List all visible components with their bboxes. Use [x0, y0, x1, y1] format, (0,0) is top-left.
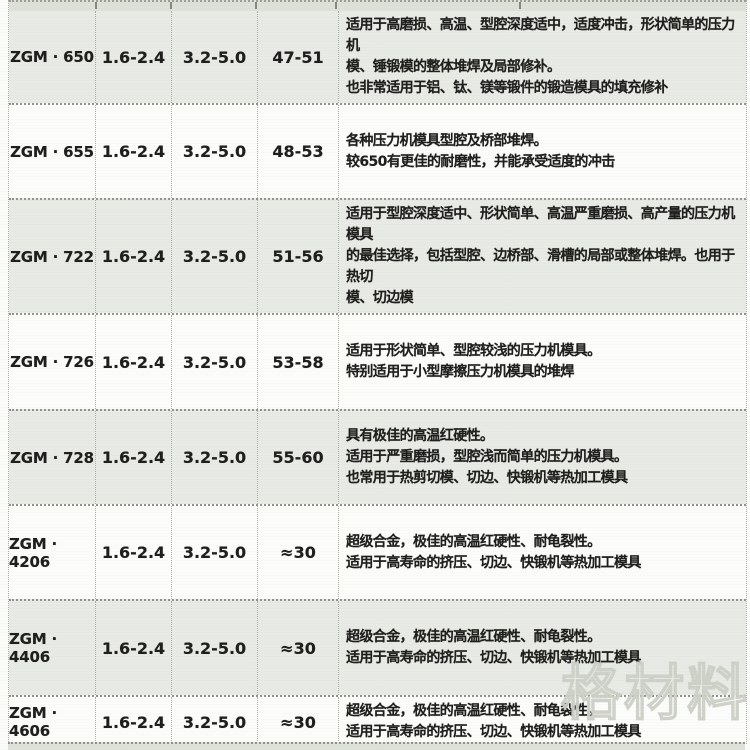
model-cell: ZGM · 4606 [9, 704, 58, 740]
hardness-cell: 47-51 [257, 11, 338, 103]
model-cell: ZGM · 726 [10, 353, 94, 371]
range-b-cell: 3.2-5.0 [171, 697, 257, 747]
description-cell: 超级合金，极佳的高温红硬性、耐龟裂性。 适用于高寿命的挤压、切边、快锻机等热加工… [338, 601, 746, 695]
range-b-cell: 3.2-5.0 [171, 506, 257, 599]
range-a-cell: 1.6-2.4 [95, 105, 171, 198]
bottom-edge-band [8, 742, 745, 750]
table-row: ZGM · 726 1.6-2.4 3.2-5.0 53-58 适用于形状简单、… [9, 313, 746, 409]
range-a-cell: 1.6-2.4 [95, 697, 171, 747]
hardness-cell: 48-53 [257, 105, 338, 198]
range-a-cell: 1.6-2.4 [95, 200, 171, 313]
model-cell: ZGM · 728 [10, 448, 94, 467]
description-cell: 适用于高磨损、高温、型腔深度适中，适度冲击，形状简单的压力机 模、锤锻模的整体堆… [338, 11, 746, 103]
header-remnant-band [9, 0, 746, 11]
table-row: ZGM · 4406 1.6-2.4 3.2-5.0 ≈30 超级合金，极佳的高… [9, 599, 746, 695]
table-row: ZGM · 4606 1.6-2.4 3.2-5.0 ≈30 超级合金，极佳的高… [9, 695, 746, 747]
model-cell: ZGM · 4406 [9, 630, 58, 666]
range-b-cell: 3.2-5.0 [171, 411, 257, 504]
table-row: ZGM · 655 1.6-2.4 3.2-5.0 48-53 各种压力机模具型… [9, 103, 746, 198]
hardness-cell: 55-60 [257, 411, 338, 504]
range-a-cell: 1.6-2.4 [95, 411, 171, 504]
range-b-cell: 3.2-5.0 [171, 105, 257, 198]
description-cell: 适用于型腔深度适中、形状简单、高温严重磨损、高产量的压力机模具 的最佳选择，包括… [338, 200, 746, 313]
model-cell: ZGM · 722 [10, 247, 94, 266]
range-b-cell: 3.2-5.0 [171, 315, 257, 409]
description-cell: 超级合金，极佳的高温红硬性、耐龟裂性。 适用于高寿命的挤压、切边、快锻机等热加工… [338, 697, 746, 747]
column-tick [335, 2, 337, 9]
table-row: ZGM · 728 1.6-2.4 3.2-5.0 55-60 具有极佳的高温红… [9, 409, 746, 504]
description-cell: 超级合金，极佳的高温红硬性、耐龟裂性。 适用于高寿命的挤压、切边、快锻机等热加工… [338, 506, 746, 599]
description-cell: 具有极佳的高温红硬性。 适用于严重磨损，型腔浅而简单的压力机模具。 也常用于热剪… [338, 411, 746, 504]
column-tick [170, 2, 172, 9]
description-cell: 各种压力机模具型腔及桥部堆焊。 较650有更佳的耐磨性，并能承受适度的冲击 [338, 105, 746, 198]
table-row: ZGM · 4206 1.6-2.4 3.2-5.0 ≈30 超级合金，极佳的高… [9, 504, 746, 599]
table-row: ZGM · 722 1.6-2.4 3.2-5.0 51-56 适用于型腔深度适… [9, 198, 746, 313]
description-cell: 适用于形状简单、型腔较浅的压力机模具。 特别适用于小型摩擦压力机模具的堆焊 [338, 315, 746, 409]
hardness-cell: ≈30 [257, 506, 338, 599]
table-row: ZGM · 650 1.6-2.4 3.2-5.0 47-51 适用于高磨损、高… [9, 11, 746, 103]
range-b-cell: 3.2-5.0 [171, 200, 257, 313]
model-cell: ZGM · 655 [10, 142, 94, 161]
hardness-cell: ≈30 [257, 697, 338, 747]
range-a-cell: 1.6-2.4 [95, 315, 171, 409]
range-a-cell: 1.6-2.4 [95, 601, 171, 695]
range-a-cell: 1.6-2.4 [95, 506, 171, 599]
hardness-cell: 53-58 [257, 315, 338, 409]
column-tick [255, 2, 257, 9]
model-cell: ZGM · 4206 [9, 534, 58, 571]
column-tick [519, 2, 521, 9]
column-tick [95, 2, 97, 9]
range-b-cell: 3.2-5.0 [171, 601, 257, 695]
range-a-cell: 1.6-2.4 [95, 11, 171, 103]
hardness-cell: ≈30 [257, 601, 338, 695]
range-b-cell: 3.2-5.0 [171, 11, 257, 103]
hardness-cell: 51-56 [257, 200, 338, 313]
spec-table: ZGM · 650 1.6-2.4 3.2-5.0 47-51 适用于高磨损、高… [8, 0, 747, 747]
model-cell: ZGM · 650 [10, 48, 94, 66]
